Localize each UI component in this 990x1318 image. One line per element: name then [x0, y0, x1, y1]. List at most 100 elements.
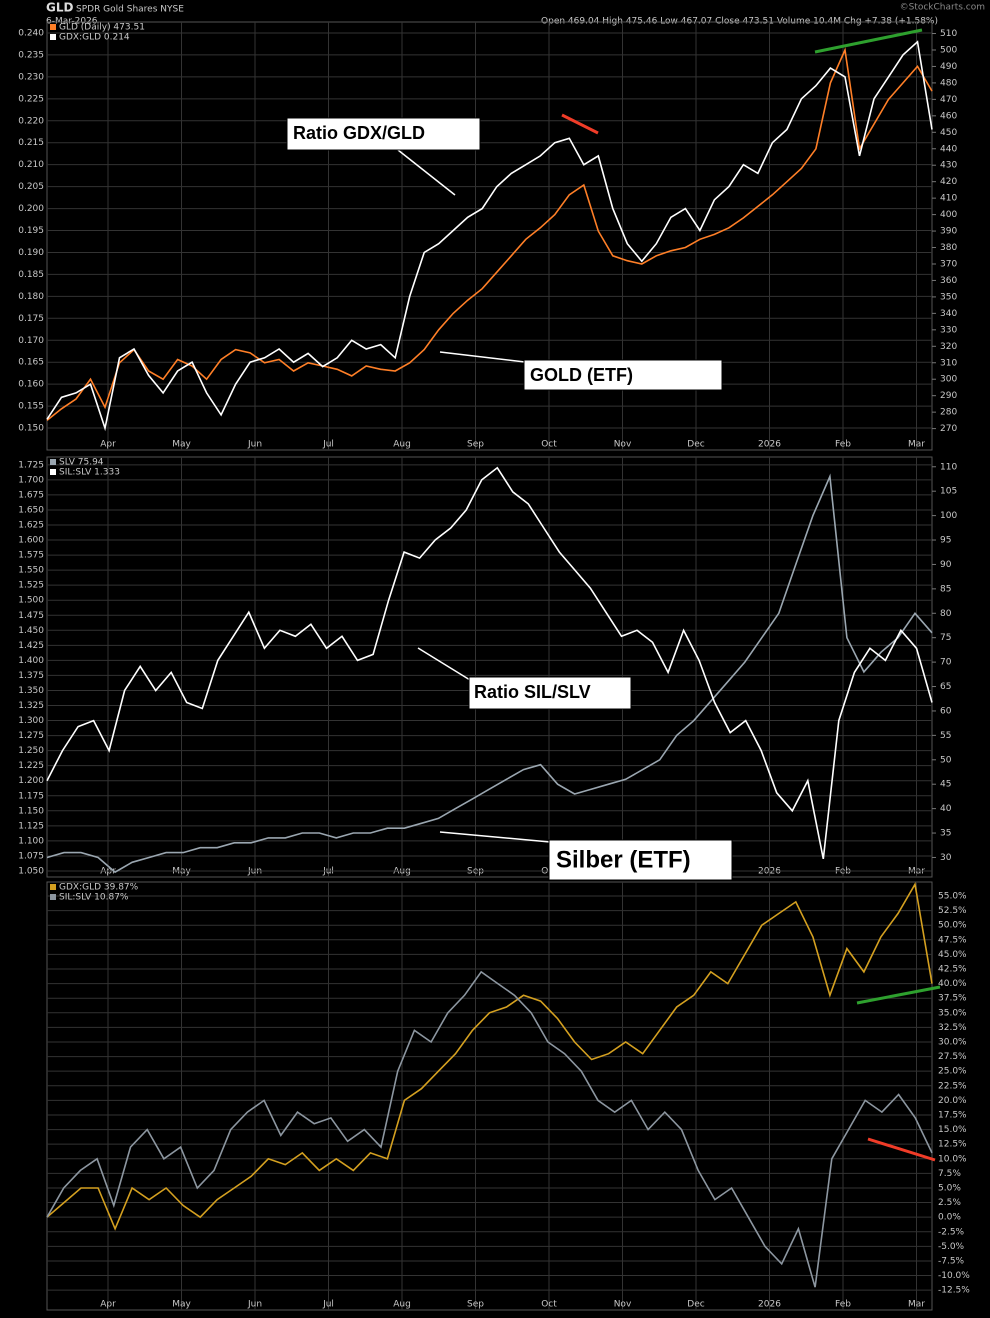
pointer: [439, 831, 551, 843]
y-tick-label: 30.0%: [938, 1037, 967, 1047]
x-tick-label: Oct: [541, 440, 557, 450]
y2-tick-label: 490: [940, 62, 957, 72]
y-tick-label: 0.225: [18, 94, 44, 104]
y-tick-label: 1.550: [18, 566, 44, 576]
pointer: [417, 647, 471, 681]
x-tick-label: Sep: [467, 1300, 484, 1310]
y-tick-label: 1.200: [18, 776, 44, 786]
y-tick-label: 0.215: [18, 138, 44, 148]
y-tick-label: 0.175: [18, 314, 44, 324]
y2-tick-label: 390: [940, 227, 957, 237]
y2-tick-label: 40: [940, 804, 952, 814]
legend-label: SIL:SLV 1.333: [59, 468, 120, 478]
y-tick-label: 1.725: [18, 460, 44, 470]
legend-swatch: [50, 24, 56, 30]
x-tick-label: Feb: [835, 867, 851, 877]
y-tick-label: -5.0%: [938, 1242, 965, 1252]
x-tick-label: Jul: [322, 867, 334, 877]
y2-tick-label: 420: [940, 177, 957, 187]
y2-tick-label: 470: [940, 95, 957, 105]
y-tick-label: 40.0%: [938, 979, 967, 989]
y-tick-label: -2.5%: [938, 1227, 965, 1237]
y2-tick-label: 270: [940, 424, 957, 434]
x-tick-label: Feb: [835, 440, 851, 450]
y2-tick-label: 280: [940, 408, 957, 418]
y-tick-label: 1.175: [18, 791, 44, 801]
y-tick-label: 2.5%: [938, 1198, 961, 1208]
x-tick-label: Sep: [467, 867, 484, 877]
annotation-box: [548, 839, 733, 881]
y-tick-label: 0.240: [18, 28, 44, 38]
y-tick-label: 1.375: [18, 671, 44, 681]
x-tick-label: Dec: [687, 440, 704, 450]
plot-frame: [46, 881, 933, 1311]
y-tick-label: 25.0%: [938, 1067, 967, 1077]
x-tick-label: 2026: [758, 440, 781, 450]
y-tick-label: 1.250: [18, 746, 44, 756]
y-tick-label: 50.0%: [938, 921, 967, 931]
x-tick-label: Apr: [100, 867, 116, 877]
legend-label: SLV 75.94: [59, 458, 104, 468]
x-tick-label: Dec: [687, 1300, 704, 1310]
x-tick-label: Aug: [393, 1300, 411, 1310]
x-tick-label: May: [172, 440, 191, 450]
annotation: Silber (ETF): [556, 846, 691, 873]
y2-tick-label: 65: [940, 682, 951, 692]
y-tick-label: 0.190: [18, 248, 44, 258]
y-tick-label: 10.0%: [938, 1154, 967, 1164]
series-line: [46, 473, 933, 874]
x-tick-label: Mar: [908, 440, 925, 450]
y2-tick-label: 480: [940, 78, 957, 88]
y2-tick-label: 500: [940, 45, 957, 55]
y2-tick-label: 290: [940, 391, 957, 401]
y-tick-label: 0.195: [18, 226, 44, 236]
y-tick-label: 20.0%: [938, 1096, 967, 1106]
y-tick-label: 1.050: [18, 866, 44, 876]
y-tick-label: -7.5%: [938, 1256, 965, 1266]
y-tick-label: 7.5%: [938, 1169, 961, 1179]
y-tick-label: 1.150: [18, 806, 44, 816]
y2-tick-label: 350: [940, 292, 957, 302]
x-tick-label: Mar: [908, 1300, 925, 1310]
y-tick-label: 22.5%: [938, 1081, 967, 1091]
y-tick-label: 0.235: [18, 50, 44, 60]
x-tick-label: Jul: [322, 440, 334, 450]
y2-tick-label: 105: [940, 487, 957, 497]
y2-tick-label: 310: [940, 358, 957, 368]
annotation: Ratio GDX/GLD: [293, 123, 425, 143]
y-tick-label: 0.200: [18, 204, 44, 214]
y2-tick-label: 410: [940, 194, 957, 204]
y-tick-label: 1.650: [18, 505, 44, 515]
y-tick-label: 0.180: [18, 292, 44, 302]
legend-label: GDX:GLD 0.214: [59, 33, 130, 43]
x-tick-label: Apr: [100, 440, 116, 450]
annotation-box: [523, 359, 723, 391]
y2-tick-label: 360: [940, 276, 957, 286]
y-tick-label: 1.075: [18, 851, 44, 861]
y-tick-label: 1.300: [18, 716, 44, 726]
y-tick-label: 27.5%: [938, 1052, 967, 1062]
legend-swatch: [50, 34, 56, 40]
y2-tick-label: 75: [940, 633, 951, 643]
x-tick-label: Jul: [322, 1300, 334, 1310]
x-tick-label: May: [172, 867, 191, 877]
y-tick-label: 32.5%: [938, 1023, 967, 1033]
y2-tick-label: 45: [940, 780, 951, 790]
y-tick-label: 1.675: [18, 490, 44, 500]
y2-tick-label: 320: [940, 342, 957, 352]
x-tick-label: Aug: [393, 440, 411, 450]
y-tick-label: 12.5%: [938, 1140, 967, 1150]
trend-line: [867, 1137, 936, 1162]
annotation: GOLD (ETF): [530, 365, 633, 385]
y2-tick-label: 300: [940, 375, 957, 385]
credit: ©StockCharts.com: [900, 3, 985, 13]
y2-tick-label: 50: [940, 755, 952, 765]
y-tick-label: 1.575: [18, 551, 44, 561]
series-line: [46, 40, 933, 432]
y2-tick-label: 460: [940, 111, 957, 121]
y-tick-label: 1.325: [18, 701, 44, 711]
y2-tick-label: 85: [940, 584, 951, 594]
plot-frame: [46, 21, 933, 451]
symbol: GLD: [46, 1, 73, 15]
